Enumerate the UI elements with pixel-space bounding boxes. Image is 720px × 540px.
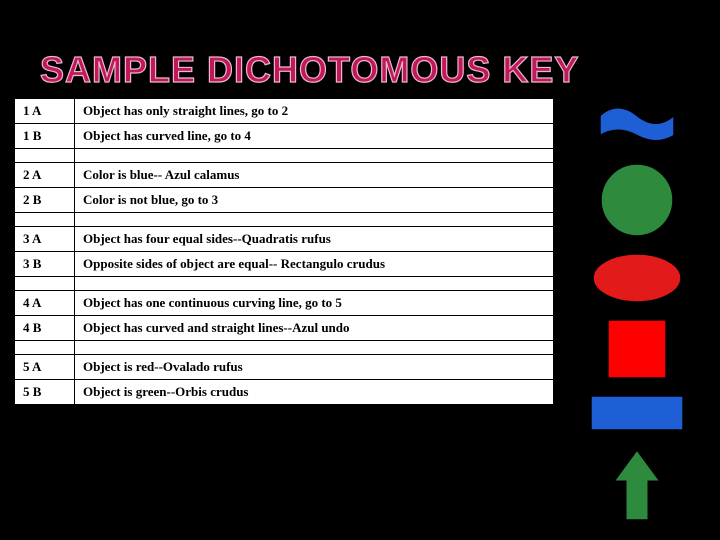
spacer-cell: [75, 341, 554, 355]
table-row: 5 AObject is red--Ovalado rufus: [15, 355, 554, 380]
key-code: 2 A: [15, 163, 75, 188]
key-description: Object is red--Ovalado rufus: [75, 355, 554, 380]
table-spacer-row: [15, 277, 554, 291]
key-code: 3 A: [15, 227, 75, 252]
table-row: 2 BColor is not blue, go to 3: [15, 188, 554, 213]
square-icon: [606, 318, 668, 380]
key-code: 3 B: [15, 252, 75, 277]
key-code: 1 A: [15, 99, 75, 124]
circle-row: [572, 162, 702, 238]
key-description: Object has only straight lines, go to 2: [75, 99, 554, 124]
key-description: Color is not blue, go to 3: [75, 188, 554, 213]
key-description: Object has four equal sides--Quadratis r…: [75, 227, 554, 252]
ellipse-icon: [591, 252, 683, 304]
shapes-column: [572, 98, 702, 538]
table-row: 3 AObject has four equal sides--Quadrati…: [15, 227, 554, 252]
key-description: Object has curved line, go to 4: [75, 124, 554, 149]
arrow-up-row: [572, 446, 702, 524]
arrow-up-icon: [610, 446, 664, 524]
key-code: 5 B: [15, 380, 75, 405]
ellipse-row: [572, 252, 702, 304]
table-row: 2 AColor is blue-- Azul calamus: [15, 163, 554, 188]
key-code: 4 A: [15, 291, 75, 316]
table-row: 1 AObject has only straight lines, go to…: [15, 99, 554, 124]
table-row: 1 BObject has curved line, go to 4: [15, 124, 554, 149]
table-spacer-row: [15, 149, 554, 163]
spacer-cell: [75, 213, 554, 227]
table-spacer-row: [15, 213, 554, 227]
spacer-cell: [15, 277, 75, 291]
table-row: 4 AObject has one continuous curving lin…: [15, 291, 554, 316]
spacer-cell: [75, 277, 554, 291]
dichotomous-table: 1 AObject has only straight lines, go to…: [14, 98, 554, 405]
table-row: 5 BObject is green--Orbis crudus: [15, 380, 554, 405]
key-description: Opposite sides of object are equal-- Rec…: [75, 252, 554, 277]
table-row: 3 BOpposite sides of object are equal-- …: [15, 252, 554, 277]
table-spacer-row: [15, 341, 554, 355]
rectangle-row: [572, 394, 702, 432]
spacer-cell: [15, 341, 75, 355]
flag-wave-icon: [598, 98, 676, 148]
key-code: 1 B: [15, 124, 75, 149]
spacer-cell: [75, 149, 554, 163]
rectangle-icon: [589, 394, 685, 432]
key-description: Object is green--Orbis crudus: [75, 380, 554, 405]
spacer-cell: [15, 149, 75, 163]
key-code: 2 B: [15, 188, 75, 213]
spacer-cell: [15, 213, 75, 227]
square-row: [572, 318, 702, 380]
key-description: Color is blue-- Azul calamus: [75, 163, 554, 188]
page-title: SAMPLE DICHOTOMOUS KEY: [40, 48, 600, 103]
key-description: Object has one continuous curving line, …: [75, 291, 554, 316]
title-svg: SAMPLE DICHOTOMOUS KEY: [40, 48, 600, 94]
key-description: Object has curved and straight lines--Az…: [75, 316, 554, 341]
circle-icon: [599, 162, 675, 238]
table-row: 4 BObject has curved and straight lines-…: [15, 316, 554, 341]
key-code: 4 B: [15, 316, 75, 341]
flag-wave-row: [572, 98, 702, 148]
key-code: 5 A: [15, 355, 75, 380]
key-table: 1 AObject has only straight lines, go to…: [14, 98, 554, 405]
title-text: SAMPLE DICHOTOMOUS KEY: [40, 49, 579, 90]
